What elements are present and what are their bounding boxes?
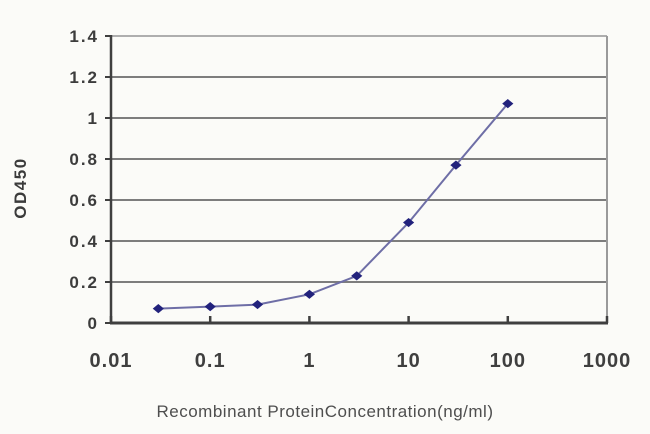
x-tick-label: 0.1 bbox=[195, 350, 226, 372]
y-tick-label: 0.2 bbox=[69, 273, 99, 292]
data-point bbox=[251, 299, 264, 310]
data-point bbox=[204, 302, 216, 312]
data-point bbox=[351, 271, 363, 281]
y-tick-label: 1 bbox=[88, 109, 99, 128]
y-tick-label: 1.4 bbox=[69, 27, 99, 46]
x-tick-label: 1000 bbox=[583, 350, 632, 372]
data-point bbox=[152, 304, 164, 314]
y-tick-label: 1.2 bbox=[69, 68, 99, 87]
x-tick-label: 0.01 bbox=[90, 350, 133, 372]
x-tick-label: 10 bbox=[396, 350, 420, 372]
x-tick-label: 100 bbox=[490, 350, 526, 372]
data-point bbox=[450, 160, 462, 170]
data-point bbox=[502, 99, 514, 109]
x-tick-label: 1 bbox=[303, 350, 315, 372]
data-point bbox=[403, 217, 415, 228]
y-tick-label: 0.8 bbox=[69, 150, 99, 169]
y-tick-label: 0.4 bbox=[69, 232, 99, 251]
data-point bbox=[303, 289, 315, 299]
y-tick-label: 0 bbox=[88, 314, 99, 333]
y-tick-label: 0.6 bbox=[69, 191, 99, 210]
y-axis-title: OD450 bbox=[11, 157, 30, 219]
series-line bbox=[158, 102, 509, 310]
x-axis-title: Recombinant ProteinConcentration(ng/ml) bbox=[156, 402, 494, 421]
